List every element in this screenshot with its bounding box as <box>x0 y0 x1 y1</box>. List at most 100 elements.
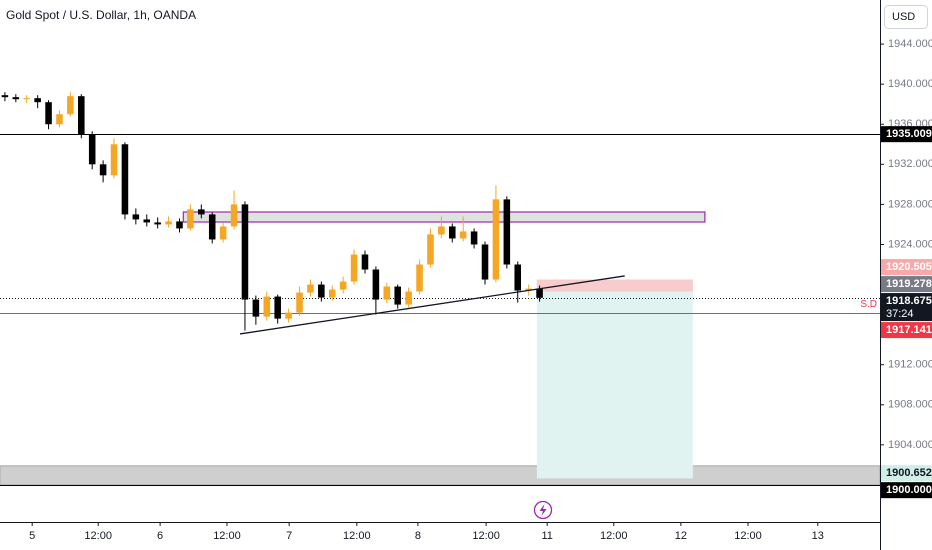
y-tick-label: 1928.000 <box>888 198 932 210</box>
candle-body <box>78 96 85 135</box>
candle-body <box>285 312 292 319</box>
candle-body <box>34 98 41 103</box>
price-label: 1918.675 <box>886 295 932 307</box>
candle-body <box>514 264 522 291</box>
price-label-box <box>881 126 932 143</box>
annotation: S.D <box>860 299 877 310</box>
plot-area <box>0 92 881 486</box>
x-tick-label: 8 <box>415 530 421 542</box>
candle-body <box>110 144 118 176</box>
zone <box>0 465 881 486</box>
x-tick-label: 5 <box>29 530 35 542</box>
candle-body <box>23 98 31 100</box>
price-label: 1920.505 <box>886 261 932 273</box>
x-tick-label: 11 <box>541 530 552 542</box>
x-tick-label: 12:00 <box>343 530 371 542</box>
x-tick-label: 12:00 <box>213 530 241 542</box>
candle-body <box>350 254 358 282</box>
position-target <box>536 291 693 479</box>
candle-body <box>176 221 183 229</box>
candle-body <box>241 204 249 300</box>
x-tick-label: 6 <box>157 530 163 542</box>
y-tick-label: 1944.000 <box>888 38 932 50</box>
price-label: 1919.278 <box>886 278 932 290</box>
candle-body <box>525 288 532 291</box>
chart-title: Gold Spot / U.S. Dollar, 1h, OANDA <box>6 8 196 22</box>
candle-body <box>372 269 380 300</box>
candle-body <box>481 244 489 280</box>
candle-body <box>274 296 281 319</box>
candle-body <box>296 292 303 313</box>
candle-body <box>56 114 63 125</box>
price-label-box <box>881 322 932 339</box>
candle-body <box>198 209 205 215</box>
zone <box>182 211 706 223</box>
candle-body <box>230 204 238 227</box>
candle-body <box>328 289 336 298</box>
candle-body <box>165 221 172 225</box>
event-icon[interactable] <box>533 500 553 520</box>
candle-body <box>45 102 52 125</box>
candle-body <box>154 222 161 225</box>
x-tick-label: 12:00 <box>600 530 628 542</box>
price-label-box <box>881 276 932 293</box>
candle-body <box>252 299 260 317</box>
candle-body <box>459 231 467 239</box>
candle-body <box>12 97 20 100</box>
candle-body <box>470 231 478 245</box>
y-tick-label: 1904.000 <box>888 439 932 451</box>
candle-body <box>503 199 511 265</box>
price-label-box <box>881 259 932 276</box>
labels: 1904.000 1908.000 1912.000 1924.000 1928.000… <box>29 38 932 542</box>
y-tick-label: 1908.000 <box>888 399 932 411</box>
candle-body <box>339 281 347 290</box>
candle-body <box>143 219 151 223</box>
candle-body <box>88 134 96 165</box>
countdown: 37:24 <box>886 308 914 320</box>
price-label-box <box>881 482 932 499</box>
x-tick-label: 12 <box>675 530 687 542</box>
candle-body <box>536 288 543 298</box>
candle-body <box>318 284 325 298</box>
y-tick-label: 1932.000 <box>888 158 932 170</box>
position-stop <box>536 279 693 292</box>
x-tick-label: 7 <box>286 530 292 542</box>
price-label-box <box>881 293 932 322</box>
x-tick-label: 12:00 <box>472 530 500 542</box>
trendline <box>239 275 625 335</box>
candle-body <box>427 234 434 265</box>
y-tick-label: 1912.000 <box>888 359 932 371</box>
candle-body <box>67 96 74 115</box>
price-label: 1935.009 <box>886 128 932 140</box>
candle-body <box>438 226 445 235</box>
candle-body <box>383 286 391 300</box>
x-tick-label: 13 <box>812 530 824 542</box>
candle-body <box>208 214 216 240</box>
y-tick-label: 1924.000 <box>888 238 932 250</box>
currency-label[interactable]: USD <box>892 11 915 23</box>
candle-body <box>187 209 194 229</box>
candle-body <box>416 264 423 292</box>
y-tick-label: 1940.000 <box>888 78 932 90</box>
candle-body <box>132 214 140 220</box>
price-label: 1900.000 <box>886 484 932 496</box>
candle-body <box>219 226 227 240</box>
currency-button[interactable] <box>884 5 928 29</box>
x-tick-label: 12:00 <box>734 530 762 542</box>
candle-body <box>492 199 500 280</box>
price-label-box <box>881 465 932 482</box>
price-label: 1900.652 <box>886 467 932 479</box>
candle-body <box>307 284 314 293</box>
candle-body <box>405 291 412 305</box>
price-label: 1917.141 <box>886 324 932 336</box>
candle-body <box>121 144 129 215</box>
candle-body <box>394 286 401 305</box>
candle-body <box>99 164 107 176</box>
candle-body <box>1 95 9 98</box>
candle-body <box>263 296 271 317</box>
candle-body <box>361 254 369 270</box>
x-tick-label: 12:00 <box>84 530 112 542</box>
